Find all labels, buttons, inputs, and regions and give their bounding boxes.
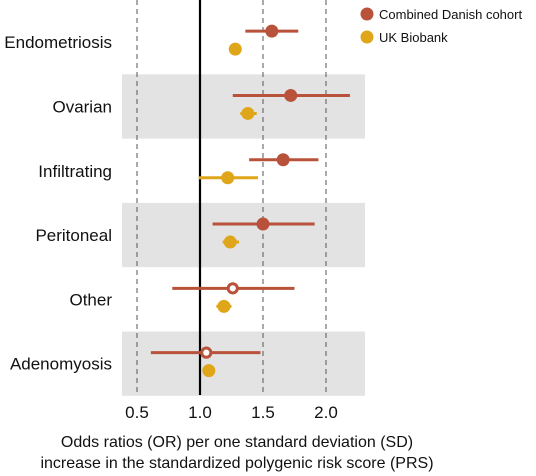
legend-marker-danish — [360, 7, 374, 21]
row-shading-layer — [122, 74, 365, 396]
point-estimate — [226, 282, 239, 295]
point-estimate — [228, 42, 242, 56]
category-label: Endometriosis — [4, 33, 112, 52]
point-estimate — [276, 153, 290, 167]
x-tick-label: 2.0 — [314, 403, 338, 422]
point-estimate — [265, 24, 279, 38]
x-tick-label: 1.0 — [188, 403, 212, 422]
category-labels: Endometriosis Ovarian Infiltrating Peritone… — [4, 33, 112, 374]
category-label: Ovarian — [52, 97, 112, 116]
point-estimate — [241, 106, 255, 120]
legend: Combined Danish cohort UK Biobank — [360, 7, 522, 45]
category-label: Adenomyosis — [10, 355, 112, 374]
legend-marker-ukbiobank — [360, 30, 374, 44]
category-label: Infiltrating — [38, 162, 112, 181]
point-estimate — [221, 171, 235, 185]
x-tick-label: 0.5 — [125, 403, 149, 422]
point-estimate — [202, 364, 216, 378]
x-tick-labels: 0.5 1.0 1.5 2.0 — [125, 403, 338, 422]
x-tick-label: 1.5 — [251, 403, 275, 422]
category-label: Other — [69, 290, 112, 309]
point-estimate — [223, 235, 237, 249]
x-axis-title-line1: Odds ratios (OR) per one standard deviat… — [61, 434, 413, 451]
category-label: Peritoneal — [35, 226, 112, 245]
row-shade — [122, 331, 365, 396]
legend-label-ukbiobank: UK Biobank — [379, 30, 448, 45]
row-shade — [122, 74, 365, 139]
point-estimate — [256, 217, 270, 231]
legend-label-danish: Combined Danish cohort — [379, 7, 522, 22]
point-estimate — [217, 299, 231, 313]
data-marks — [150, 24, 350, 378]
point-estimate — [200, 346, 213, 359]
row-shade — [122, 202, 365, 268]
dashed-gridlines — [136, 0, 327, 395]
point-estimate — [284, 88, 298, 102]
x-axis-title-line2: increase in the standardized polygenic r… — [40, 455, 433, 472]
